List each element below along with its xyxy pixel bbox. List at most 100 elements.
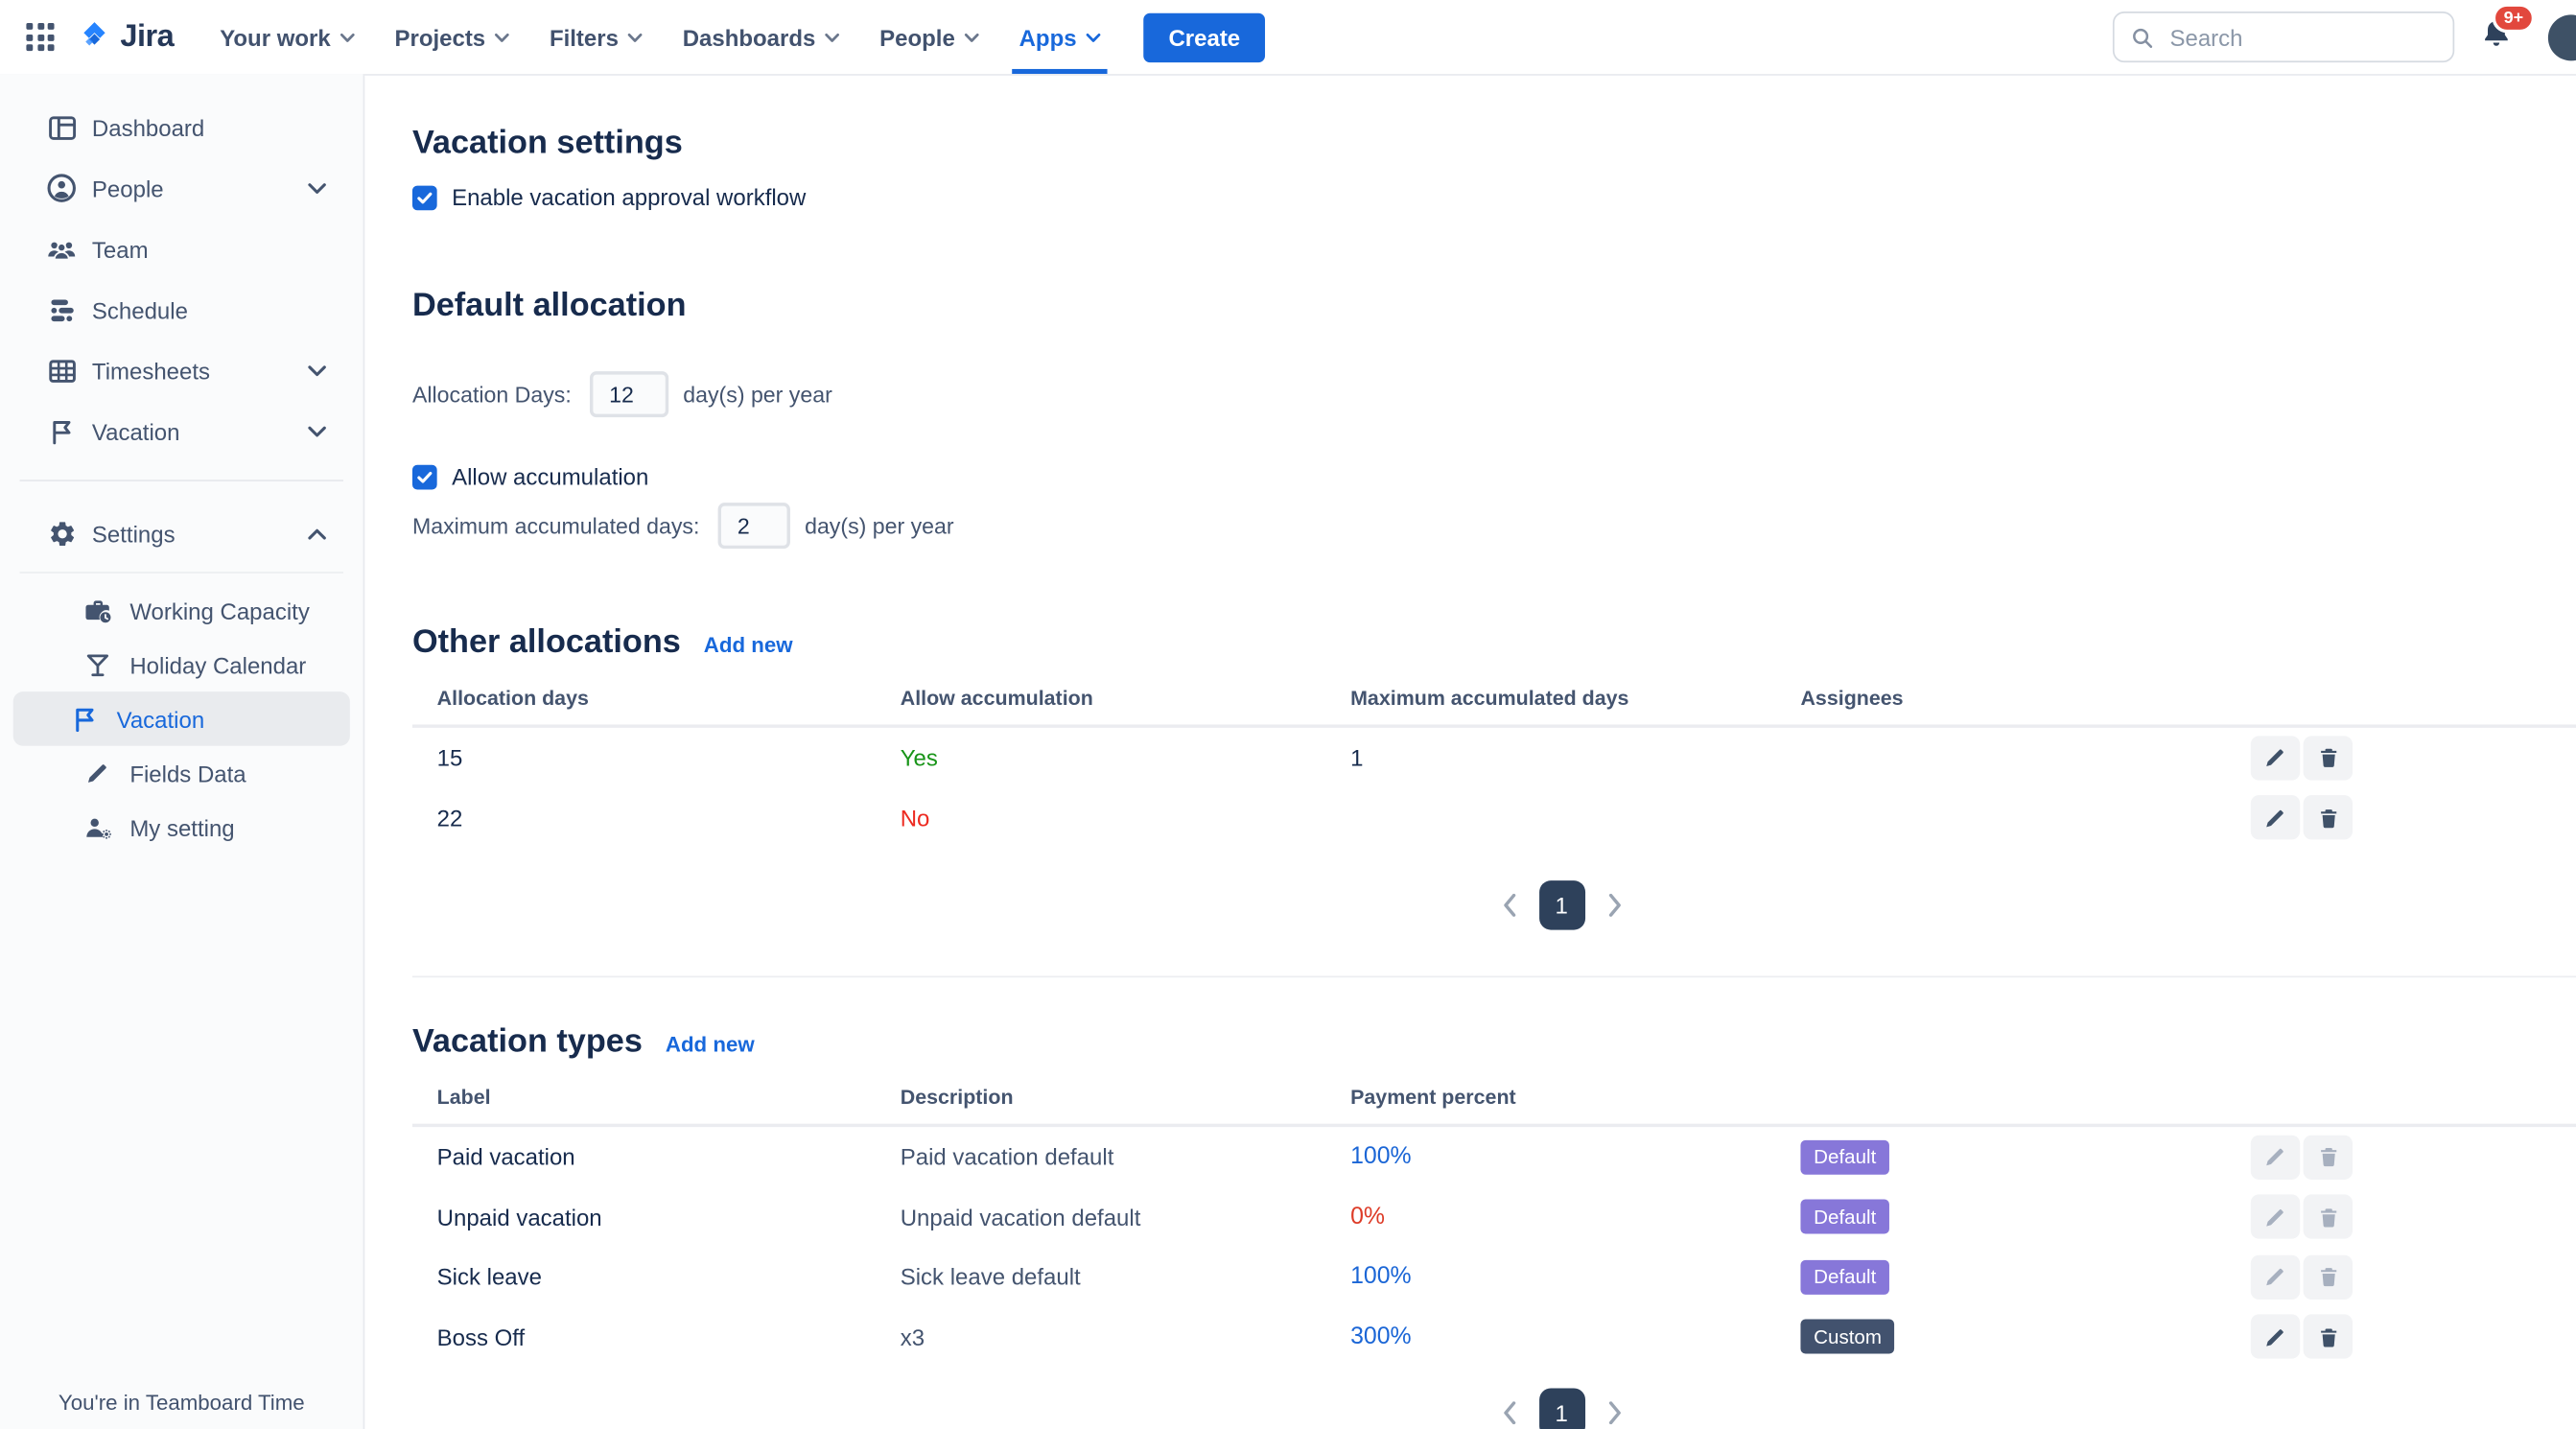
sidebar-item-fields-data[interactable]: Fields Data [13, 746, 350, 801]
pagination-page-button[interactable]: 1 [1538, 1388, 1585, 1429]
cell-description: Unpaid vacation default [900, 1204, 1141, 1230]
nav-apps[interactable]: Apps [1012, 0, 1109, 75]
cell-max-days: 1 [1350, 744, 1364, 771]
funnel-icon [82, 649, 114, 679]
search-input[interactable] [2166, 22, 2437, 52]
sidebar-item-team[interactable]: Team [0, 219, 363, 279]
search-box[interactable] [2112, 11, 2455, 63]
nav-dashboards[interactable]: Dashboards [679, 0, 843, 74]
pagination-page-button[interactable]: 1 [1538, 880, 1585, 930]
row-actions [2250, 1314, 2576, 1360]
sidebar-item-label: Holiday Calendar [129, 651, 307, 678]
sidebar-item-label: People [91, 175, 164, 201]
sidebar-item-people[interactable]: People [0, 157, 363, 218]
cell-allow-accumulation: No [900, 804, 930, 832]
user-avatar[interactable] [2547, 13, 2576, 60]
pagination-prev-button[interactable] [1499, 890, 1519, 920]
chevron-left-icon [1503, 1401, 1515, 1425]
jira-logo-icon [83, 22, 105, 46]
team-icon [46, 234, 78, 264]
notifications-button[interactable]: 9+ [2481, 2, 2536, 57]
delete-button[interactable] [2303, 736, 2354, 781]
cell-payment-percent: 100% [1350, 1143, 1412, 1171]
flag-icon [46, 416, 78, 446]
sidebar-item-working-capacity[interactable]: Working Capacity [13, 583, 350, 638]
sidebar-item-label: Settings [91, 520, 176, 547]
sidebar-item-label: Schedule [91, 296, 188, 323]
delete-button[interactable] [2303, 1314, 2354, 1360]
sidebar-divider [19, 480, 344, 481]
allow-accumulation-label: Allow accumulation [452, 463, 649, 490]
nav-filters[interactable]: Filters [547, 0, 647, 74]
chevron-down-icon [1087, 32, 1101, 41]
edit-button[interactable] [2250, 736, 2301, 781]
trash-icon [2320, 1208, 2336, 1228]
row-actions [2250, 795, 2576, 840]
column-header: Description [900, 1086, 1014, 1110]
table-header-row: Label Description Payment percent [411, 1086, 2576, 1128]
flag-icon [69, 704, 101, 734]
section-title-other-allocations: Other allocations [411, 623, 681, 661]
sidebar-item-label: Vacation [91, 417, 180, 445]
app-switcher-icon[interactable] [26, 22, 55, 52]
edit-button[interactable] [2250, 1254, 2301, 1300]
edit-button[interactable] [2250, 1194, 2301, 1240]
add-new-allocation-link[interactable]: Add new [703, 632, 793, 658]
sidebar-item-my-setting[interactable]: My setting [13, 800, 350, 855]
cell-allocation-days: 22 [436, 804, 463, 832]
nav-label: People [879, 23, 955, 51]
nav-label: Filters [549, 23, 619, 51]
table-row: Boss Off x3 300% Custom [412, 1307, 2576, 1368]
pencil-icon [2266, 1149, 2283, 1166]
sidebar-item-holiday-calendar[interactable]: Holiday Calendar [13, 638, 350, 692]
allocation-days-suffix: day(s) per year [683, 382, 832, 407]
row-actions [2250, 736, 2576, 781]
sidebar-item-vacation[interactable]: Vacation [0, 401, 363, 461]
search-icon [2133, 28, 2153, 48]
cell-allocation-days: 15 [436, 744, 463, 771]
pagination-next-button[interactable] [1604, 1398, 1625, 1428]
delete-button[interactable] [2303, 1194, 2354, 1240]
delete-button[interactable] [2303, 1254, 2354, 1300]
section-title-vacation-types: Vacation types [411, 1023, 643, 1060]
section-title-default-allocation: Default allocation [411, 287, 687, 324]
max-accumulated-input[interactable] [717, 503, 790, 550]
nav-people[interactable]: People [877, 0, 983, 74]
allocation-days-input[interactable] [589, 371, 668, 418]
chevron-down-icon [340, 32, 356, 41]
column-header: Maximum accumulated days [1350, 687, 1629, 711]
chevron-down-icon [307, 181, 327, 195]
delete-button[interactable] [2303, 1135, 2354, 1180]
delete-button[interactable] [2303, 795, 2354, 840]
nav-projects[interactable]: Projects [391, 0, 513, 74]
sidebar-item-dashboard[interactable]: Dashboard [0, 97, 363, 157]
cell-allow-accumulation: Yes [900, 744, 938, 771]
create-button[interactable]: Create [1143, 12, 1265, 62]
sidebar-item-schedule[interactable]: Schedule [0, 279, 363, 340]
edit-button[interactable] [2250, 795, 2301, 840]
sidebar-item-label: Timesheets [91, 357, 210, 384]
pagination-next-button[interactable] [1604, 890, 1625, 920]
sidebar-item-timesheets[interactable]: Timesheets [0, 340, 363, 401]
add-new-vacation-type-link[interactable]: Add new [665, 1031, 755, 1057]
jira-logo[interactable]: Jira [78, 19, 175, 56]
pencil-icon [2266, 1328, 2283, 1347]
chevron-left-icon [1503, 893, 1515, 917]
other-allocations-table: Allocation days Allow accumulation Maxim… [411, 687, 2576, 848]
section-divider [411, 975, 2576, 978]
pencil-icon [2266, 1208, 2283, 1227]
edit-button[interactable] [2250, 1135, 2301, 1180]
vacation-types-table: Label Description Payment percent Paid v… [411, 1086, 2576, 1368]
cell-payment-percent: 300% [1350, 1324, 1412, 1350]
edit-button[interactable] [2250, 1314, 2301, 1360]
sidebar-item-settings[interactable]: Settings [0, 503, 363, 563]
pagination-prev-button[interactable] [1499, 1398, 1519, 1428]
nav-your-work[interactable]: Your work [217, 0, 359, 74]
enable-workflow-checkbox[interactable] [411, 184, 437, 210]
allow-accumulation-checkbox[interactable] [411, 463, 437, 489]
table-row: Paid vacation Paid vacation default 100%… [412, 1127, 2576, 1187]
sidebar-item-vacation-settings[interactable]: Vacation [12, 691, 350, 746]
chevron-down-icon [307, 425, 327, 438]
sidebar: Dashboard People Team Schedule [0, 74, 365, 1429]
chevron-down-icon [307, 363, 327, 377]
